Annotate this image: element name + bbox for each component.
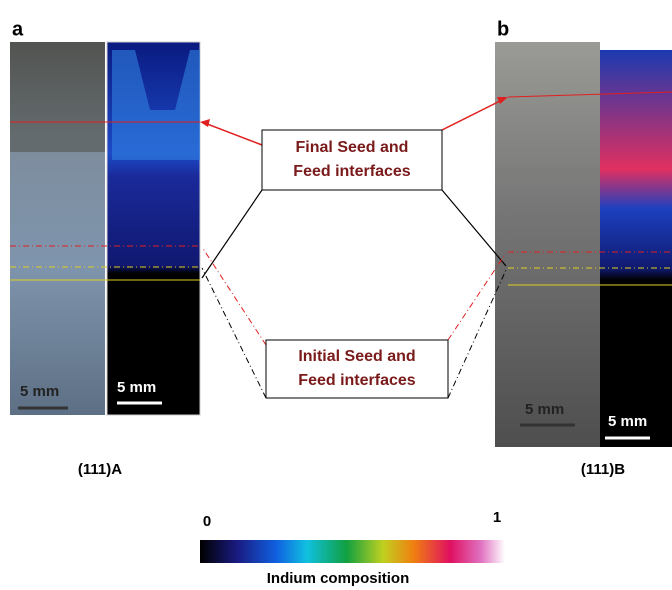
colorbar-min: 0 [203,513,211,530]
panel-label: b [497,18,509,40]
colorbar-label: Indium composition [267,570,410,587]
caption: (111)A [78,461,122,478]
colorbar [200,540,505,563]
arrowhead [200,119,210,127]
annotation: Final Seed and [296,139,409,156]
annotation: Feed interfaces [293,163,410,180]
colorbar-max: 1 [493,509,501,526]
figure: a b 5 mm 5 mm (111)A 5 mm 5 mm (111)B Fi… [0,0,672,590]
sample-photo [495,42,600,447]
annotation: Feed interfaces [298,372,415,389]
scale-label: 5 mm [608,413,647,430]
scale-label: 5 mm [117,379,156,396]
arrow [202,247,266,345]
annotation: Initial Seed and [298,348,415,365]
arrow [202,122,262,145]
scale-label: 5 mm [20,383,59,400]
arrow [202,190,262,278]
panel-label: a [12,18,24,40]
caption: (111)B [581,461,625,478]
scale-label: 5 mm [525,401,564,418]
photo-region [10,42,105,152]
arrow [202,268,266,398]
composition-map [600,50,672,447]
